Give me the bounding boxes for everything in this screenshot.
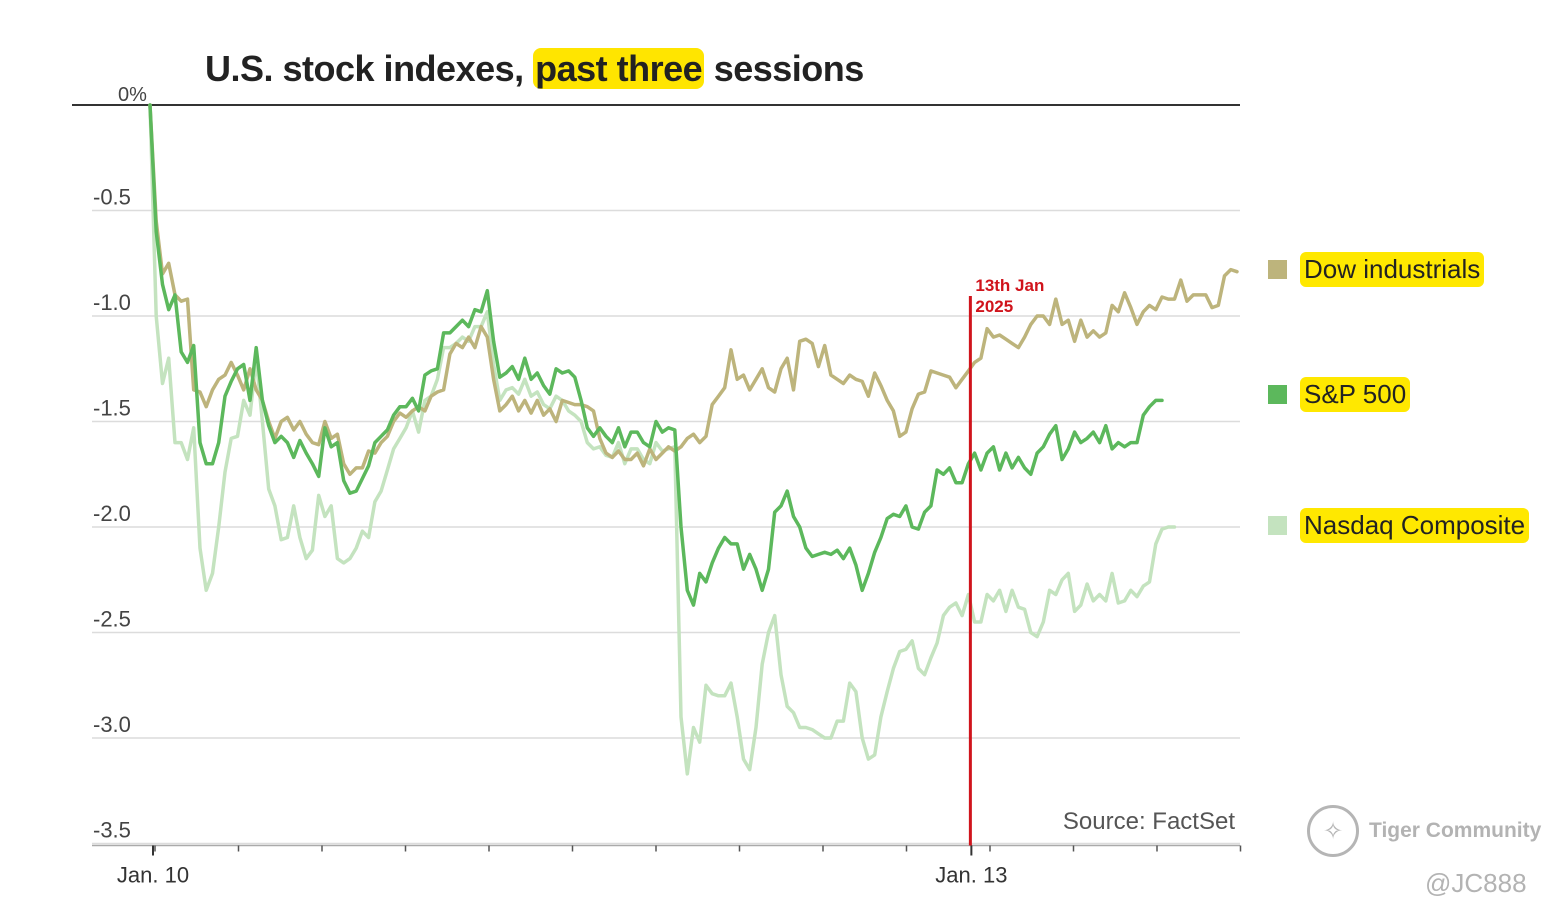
x-axis: Jan. 10 Jan. 13 <box>92 844 1242 888</box>
legend-label-nasdaq: Nasdaq Composite <box>1300 508 1530 543</box>
y-tick-label: -1.0 <box>93 290 131 315</box>
watermark-text: Tiger Community <box>1369 819 1542 842</box>
date-annotation: 13th Jan 2025 <box>968 276 1044 846</box>
annotation-text-line2: 2025 <box>975 297 1013 316</box>
title-highlight: past three <box>533 48 705 89</box>
legend-swatch-dow <box>1268 260 1287 279</box>
legend-label-sp500: S&P 500 <box>1300 377 1411 412</box>
watermark-handle: @JC888 <box>1425 868 1527 898</box>
series-sp500-line <box>148 103 1164 607</box>
legend-item-nasdaq: Nasdaq Composite <box>1268 508 1530 543</box>
title-pre: U.S. stock indexes, <box>205 48 534 89</box>
source-note: Source: FactSet <box>1062 808 1235 835</box>
gridlines <box>72 104 1240 845</box>
legend-swatch-sp500 <box>1268 385 1287 404</box>
x-tick-label: Jan. 10 <box>117 863 189 888</box>
y-tick-label: 0% <box>118 84 147 106</box>
legend-swatch-nasdaq <box>1268 516 1287 535</box>
legend-item-sp500: S&P 500 <box>1268 377 1411 412</box>
chart-title: U.S. stock indexes, past three sessions <box>205 48 864 90</box>
title-post: sessions <box>704 48 865 89</box>
annotation-text-line1: 13th Jan <box>975 276 1044 295</box>
x-tick-label: Jan. 13 <box>935 863 1007 888</box>
y-tick-label: -1.5 <box>93 396 131 421</box>
watermark: ✧ Tiger Community <box>1307 805 1541 857</box>
y-tick-label: -3.5 <box>93 818 131 843</box>
legend-label-dow: Dow industrials <box>1300 252 1485 287</box>
y-tick-label: -3.0 <box>93 712 131 737</box>
series-dow-line <box>148 103 1239 477</box>
legend-item-dow: Dow industrials <box>1268 252 1485 287</box>
tiger-logo-icon: ✧ <box>1307 805 1359 857</box>
y-tick-label: -0.5 <box>93 185 131 210</box>
y-axis-tick-labels: 0% -0.5 -1.0 -1.5 -2.0 -2.5 -3.0 -3.5 <box>93 84 147 843</box>
series-nasdaq-line <box>148 103 1177 776</box>
y-tick-label: -2.0 <box>93 501 131 526</box>
y-tick-label: -2.5 <box>93 607 131 632</box>
series-lines <box>148 103 1239 776</box>
